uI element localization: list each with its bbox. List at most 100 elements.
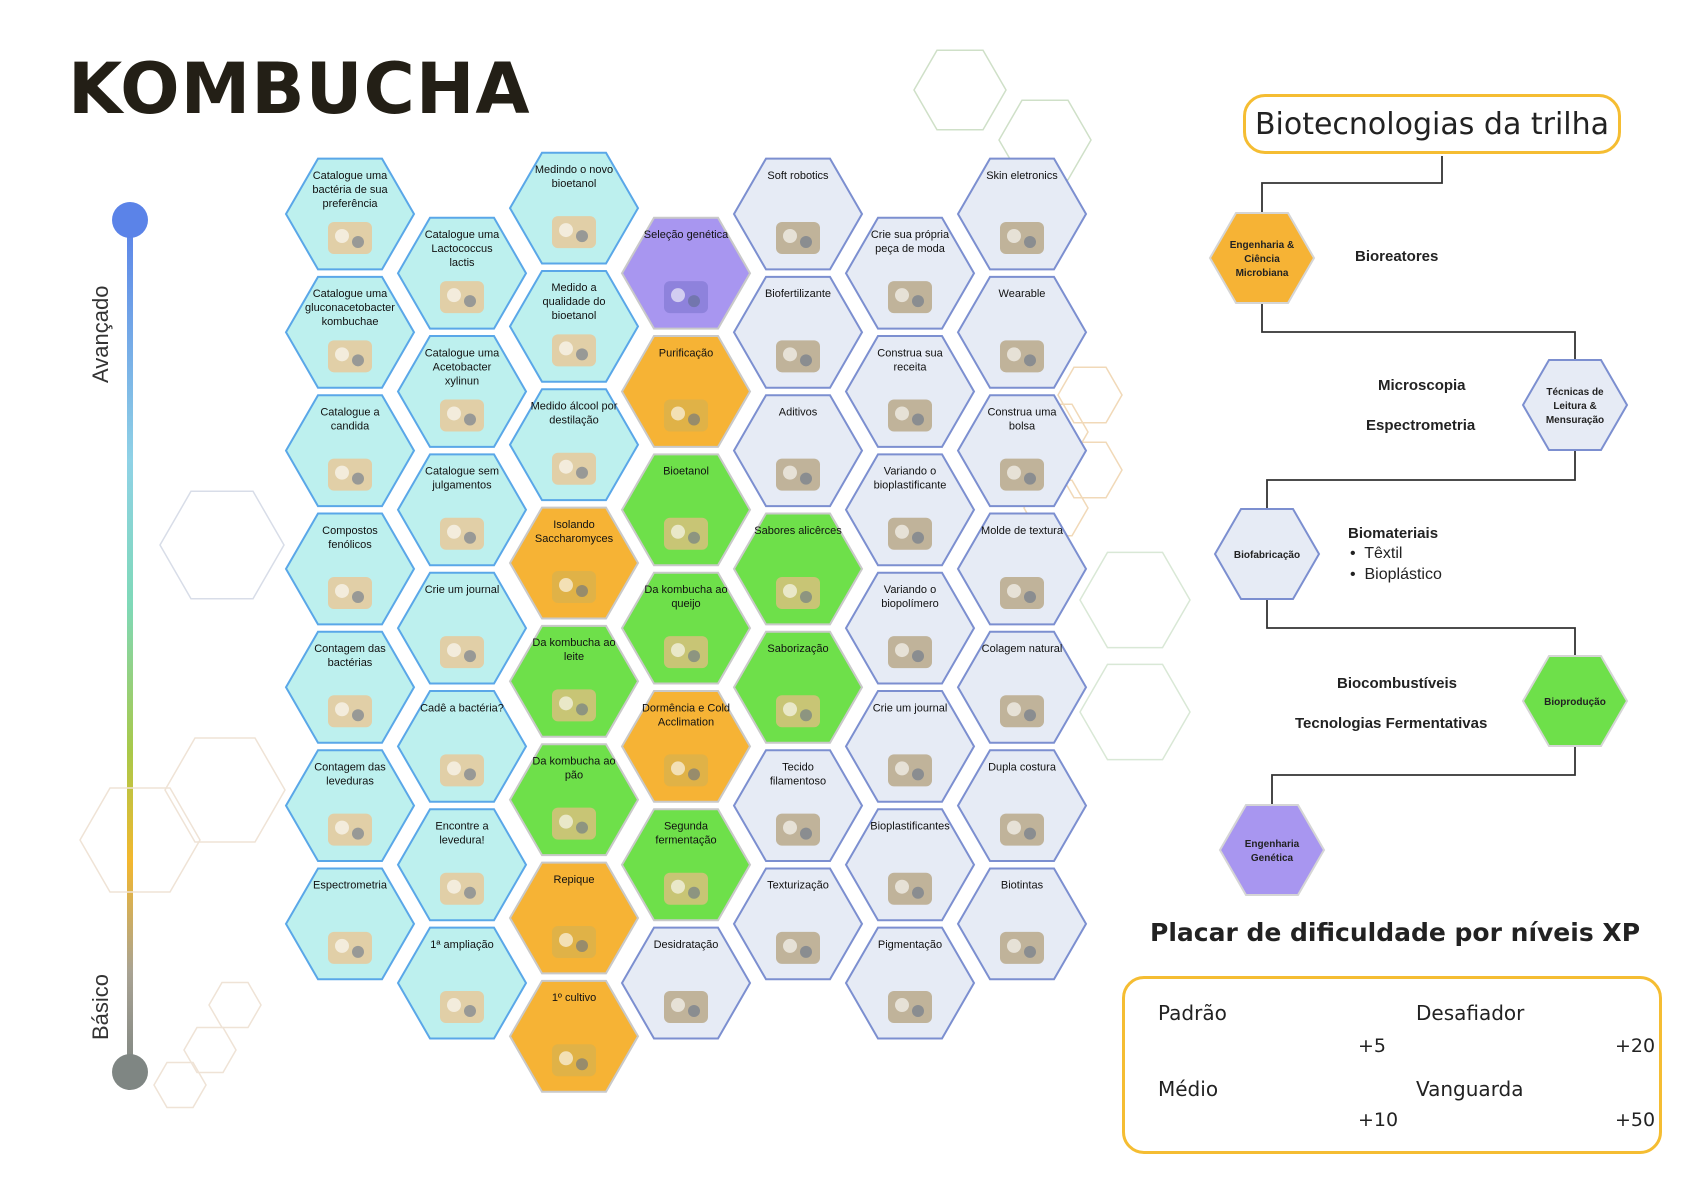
tree-node-label: Engenharia xyxy=(1245,839,1300,850)
hex-activity-catalogue-uma-gluconacetobacter-kombuchae[interactable]: Catalogue uma gluconacetobacter kombuchae xyxy=(284,275,416,389)
hex-activity-da-kombucha-ao-leite[interactable]: Da kombucha ao leite xyxy=(508,624,640,738)
hex-label-line: Catalogue sem xyxy=(425,466,499,478)
hex-tile xyxy=(508,151,640,265)
hex-activity-construa-sua-receita[interactable]: Construa sua receita xyxy=(844,335,976,448)
culture-plate-icon xyxy=(552,1044,596,1077)
scoreboard-title: Placar de dificuldade por níveis XP xyxy=(1150,918,1641,947)
hex-activity-crie-um-journal[interactable]: Crie um journal xyxy=(844,690,976,803)
hex-activity-catalogue-uma-bacteria-de-sua-preferencia[interactable]: Catalogue uma bactéria de sua preferência xyxy=(284,157,416,271)
tree-node-tecnicas-de-leitura-mensuracao: Técnicas de Leitura & Mensuração xyxy=(1521,359,1629,451)
hex-activity-biotintas[interactable]: Biotintas xyxy=(956,867,1088,981)
hex-tile xyxy=(620,690,752,803)
hex-activity-variando-o-bioplastificante[interactable]: Variando o bioplastificante xyxy=(844,453,976,567)
hex-activity-colagem-natural[interactable]: Colagem natural xyxy=(956,630,1088,744)
hex-activity-catalogue-a-candida[interactable]: Catalogue a candida xyxy=(284,394,416,508)
hex-activity-saborizacao[interactable]: Saborização xyxy=(732,630,864,744)
hex-activity-da-kombucha-ao-queijo[interactable]: Da kombucha ao queijo xyxy=(620,571,752,685)
dried-sheet-icon xyxy=(664,991,708,1024)
hex-activity-skin-eletronics[interactable]: Skin eletronics xyxy=(956,157,1088,271)
hex-activity-biofertilizante[interactable]: Biofertilizante xyxy=(732,275,864,389)
hex-activity-segunda-fermentacao[interactable]: Segunda fermentação xyxy=(620,808,752,922)
hex-label-line: Sabores alicêrces xyxy=(754,525,842,537)
purifier-icon xyxy=(664,399,708,432)
hex-tile xyxy=(844,571,976,685)
hex-tile xyxy=(956,512,1088,626)
hex-label-line: julgamentos xyxy=(431,480,492,492)
hex-activity-da-kombucha-ao-pao[interactable]: Da kombucha ao pão xyxy=(508,743,640,857)
hex-activity-contagem-das-bacterias[interactable]: Contagem das bactérias xyxy=(284,630,416,744)
refinery-icon xyxy=(664,517,708,550)
hex-activity-desidratacao[interactable]: Desidratação xyxy=(620,926,752,1040)
hex-activity-medido-alcool-por-destilacao[interactable]: Medido álcool por destilação xyxy=(508,388,640,502)
tree-item-fermentativas: Tecnologias Fermentativas xyxy=(1295,715,1488,732)
hex-activity-variando-o-biopolimero[interactable]: Variando o biopolímero xyxy=(844,571,976,685)
hex-activity-crie-um-journal[interactable]: Crie um journal xyxy=(396,571,528,685)
hex-label-line: Construa sua xyxy=(877,347,943,359)
hex-activity-bioplastificantes[interactable]: Bioplastificantes xyxy=(844,808,976,922)
decor-hex-outline xyxy=(1023,479,1089,537)
hex-activity-medido-a-qualidade-do-bioetanol[interactable]: Medido a qualidade do bioetanol xyxy=(508,270,640,383)
hex-activity-texturizacao[interactable]: Texturização xyxy=(732,867,864,981)
catalog-book-icon xyxy=(440,517,484,550)
hex-label-line: Medindo o novo xyxy=(535,164,613,176)
level-name-desafiador: Desafiador xyxy=(1416,1001,1525,1025)
hex-label-line: lactis xyxy=(449,257,475,269)
hex-activity-1-ampliacao[interactable]: 1ª ampliação xyxy=(396,926,528,1040)
hex-activity-catalogue-uma-lactococcus-lactis[interactable]: Catalogue uma Lactococcus lactis xyxy=(396,216,528,330)
hex-activity-soft-robotics[interactable]: Soft robotics xyxy=(732,157,864,271)
hex-label-line: Aditivos xyxy=(779,406,818,418)
hex-activity-selecao-genetica[interactable]: Seleção genética xyxy=(620,216,752,330)
hex-activity-crie-sua-propria-peca-de-moda[interactable]: Crie sua própria peça de moda xyxy=(844,216,976,330)
hex-activity-repique[interactable]: Repique xyxy=(508,861,640,975)
hex-tile xyxy=(844,335,976,448)
hex-activity-encontre-a-levedura[interactable]: Encontre a levedura! xyxy=(396,808,528,922)
soft-sheet-icon xyxy=(776,222,820,254)
tree-node-label: Bioprodução xyxy=(1544,697,1606,708)
hex-activity-dupla-costura[interactable]: Dupla costura xyxy=(956,749,1088,862)
hex-activity-cade-a-bacteria[interactable]: Cadê a bactéria? xyxy=(396,690,528,803)
hex-tile xyxy=(396,690,528,803)
hex-tile xyxy=(620,808,752,922)
hex-activity-sabores-alicerces[interactable]: Sabores alicêrces xyxy=(732,512,864,626)
biotech-tree-nodes: Engenharia & Ciência Microbiana Técnicas de… xyxy=(1208,212,1629,896)
frozen-bottle-icon xyxy=(664,754,708,787)
hex-tile xyxy=(396,453,528,567)
petri-dish-icon xyxy=(440,281,484,314)
hex-tile xyxy=(396,335,528,448)
hex-activity-isolando-saccharomyces[interactable]: Isolando Saccharomyces xyxy=(508,506,640,620)
hex-label-line: qualidade do xyxy=(542,296,605,308)
hex-activity-purificacao[interactable]: Purificação xyxy=(620,335,752,448)
hex-label-line: Isolando xyxy=(553,519,595,531)
hex-activity-pigmentacao[interactable]: Pigmentação xyxy=(844,926,976,1040)
level-xp-vanguarda: +50 xyxy=(1615,1109,1656,1131)
hex-activity-bioetanol[interactable]: Bioetanol xyxy=(620,453,752,567)
hex-activity-contagem-das-leveduras[interactable]: Contagem das leveduras xyxy=(284,749,416,862)
hex-activity-molde-de-textura[interactable]: Molde de textura xyxy=(956,512,1088,626)
hex-label-line: Desidratação xyxy=(654,939,719,951)
hex-activity-tecido-filamentoso[interactable]: Tecido filamentoso xyxy=(732,749,864,862)
hex-activity-1-cultivo[interactable]: 1º cultivo xyxy=(508,979,640,1093)
hex-activity-aditivos[interactable]: Aditivos xyxy=(732,394,864,508)
decor-hex-outline xyxy=(79,787,201,893)
hex-activity-wearable[interactable]: Wearable xyxy=(956,275,1088,389)
hex-tile xyxy=(956,867,1088,981)
hex-label-line: 1ª ampliação xyxy=(430,939,493,951)
hex-activity-catalogue-sem-julgamentos[interactable]: Catalogue sem julgamentos xyxy=(396,453,528,567)
hex-tile xyxy=(844,808,976,922)
hex-label-line: kombuchae xyxy=(322,316,379,328)
hex-label-line: levedura! xyxy=(439,835,484,847)
hex-label-line: Repique xyxy=(554,874,595,886)
decor-hex-outline xyxy=(164,737,286,843)
decor-hex-outline xyxy=(913,49,1007,131)
hex-label-line: Wearable xyxy=(999,288,1046,300)
tree-node-label: Engenharia & xyxy=(1230,240,1294,251)
tree-node-bioproducao: Bioprodução xyxy=(1521,655,1629,747)
hex-activity-medindo-o-novo-bioetanol[interactable]: Medindo o novo bioetanol xyxy=(508,151,640,265)
hex-activity-compostos-fenolicos[interactable]: Compostos fenólicos xyxy=(284,512,416,626)
hex-activity-espectrometria[interactable]: Espectrometria xyxy=(284,867,416,981)
scientist-icon xyxy=(552,216,596,249)
circuit-board-icon xyxy=(328,222,372,254)
hex-activity-construa-uma-bolsa[interactable]: Construa uma bolsa xyxy=(956,394,1088,508)
hex-activity-dormencia-e-cold-acclimation[interactable]: Dormência e Cold Acclimation xyxy=(620,690,752,803)
hex-activity-catalogue-uma-acetobacter-xylinun[interactable]: Catalogue uma Acetobacter xylinun xyxy=(396,335,528,448)
